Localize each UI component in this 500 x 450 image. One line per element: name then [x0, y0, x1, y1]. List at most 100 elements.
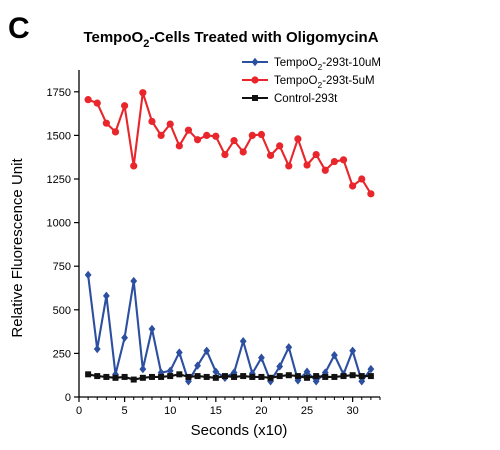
data-point [330, 350, 338, 360]
data-point [285, 343, 293, 352]
legend-label-subscript: 2 [317, 80, 322, 90]
data-point [312, 150, 320, 159]
data-point [304, 374, 311, 381]
data-point [166, 120, 174, 128]
x-tick-label: 0 [76, 405, 82, 417]
data-point [148, 373, 155, 380]
data-point [203, 373, 210, 380]
legend-label: Control-293t [274, 93, 338, 105]
series-layer [84, 89, 375, 386]
y-tick-label: 1000 [47, 218, 71, 230]
data-point [367, 373, 374, 380]
data-point [285, 372, 292, 379]
data-point [303, 367, 311, 376]
data-point [221, 373, 228, 380]
y-tick-label: 1250 [47, 174, 71, 186]
data-point [203, 346, 211, 355]
data-point [258, 353, 265, 362]
series-293t-5um [84, 89, 375, 198]
data-point [139, 374, 146, 381]
x-tick-label: 10 [164, 405, 176, 417]
x-tick-label: 5 [122, 405, 128, 417]
legend-label-subscript: 2 [317, 62, 322, 72]
data-point [313, 373, 320, 380]
data-point [230, 137, 238, 145]
legend-marker [251, 57, 259, 67]
data-point [358, 377, 366, 386]
data-point [349, 372, 356, 379]
data-point [130, 276, 138, 286]
data-point [330, 157, 338, 166]
legend-label-part: -293t-5uM [322, 75, 374, 87]
data-point [258, 373, 265, 380]
axes: 0 250 500 750 1000 1250 1500 1750 0 5 10 15 20 25 30 [47, 70, 381, 417]
data-point [276, 142, 284, 150]
data-point [194, 361, 201, 370]
data-point [340, 373, 347, 380]
data-point [166, 366, 174, 376]
data-point [312, 377, 320, 386]
data-point [176, 371, 183, 378]
data-point [112, 374, 119, 381]
series-control-293t [85, 371, 374, 383]
y-tick-label: 1500 [47, 130, 71, 142]
data-point [285, 162, 293, 170]
data-point [276, 362, 284, 371]
data-point [139, 364, 147, 374]
data-point [102, 119, 110, 127]
data-point [139, 89, 147, 97]
data-point [321, 166, 329, 174]
data-point [240, 373, 247, 380]
data-point [103, 373, 110, 380]
panel-letter: C [8, 12, 30, 45]
data-point [294, 135, 302, 143]
data-point [93, 344, 101, 354]
data-point [175, 142, 183, 150]
data-point [94, 373, 101, 380]
data-point [239, 336, 247, 346]
data-point [349, 346, 357, 355]
data-point [239, 148, 247, 156]
legend-label-part: Control-293t [274, 93, 338, 105]
series-293t-10um [84, 270, 375, 386]
data-point [257, 130, 266, 139]
data-point [212, 367, 220, 376]
series-line [87, 91, 372, 195]
data-point [349, 182, 357, 190]
data-point [84, 270, 92, 280]
title-part-1: TempoO [83, 29, 143, 46]
x-tick-label: 25 [301, 405, 313, 417]
data-point [130, 376, 137, 383]
data-point [157, 131, 165, 139]
data-point [339, 156, 348, 164]
legend-label: TempoO2-293t-10uM [274, 57, 381, 72]
data-point [130, 162, 138, 170]
x-axis-label: Seconds (x10) [191, 422, 288, 439]
data-point [249, 373, 256, 380]
title-subscript: 2 [143, 38, 149, 50]
data-point [184, 126, 193, 134]
y-axis-label: Relative Fluorescence Unit [9, 158, 26, 338]
data-point [121, 333, 129, 342]
data-point [231, 373, 238, 380]
y-tick-label: 750 [53, 261, 71, 273]
legend-label-part: -293t-10uM [322, 57, 381, 69]
data-point [175, 348, 183, 357]
x-tick-label: 20 [255, 405, 267, 417]
legend-item: TempoO2-293t-10uM [242, 57, 381, 72]
data-point [111, 128, 120, 136]
data-point [148, 117, 156, 126]
legend-marker [251, 76, 259, 84]
data-point [248, 131, 256, 139]
data-point [84, 96, 92, 104]
data-point [322, 373, 329, 380]
data-point [221, 150, 229, 159]
data-point [266, 151, 275, 160]
data-point [193, 136, 202, 144]
x-tick-label: 15 [210, 405, 222, 417]
data-point [203, 131, 211, 139]
data-point [303, 161, 311, 169]
data-point [358, 373, 365, 380]
